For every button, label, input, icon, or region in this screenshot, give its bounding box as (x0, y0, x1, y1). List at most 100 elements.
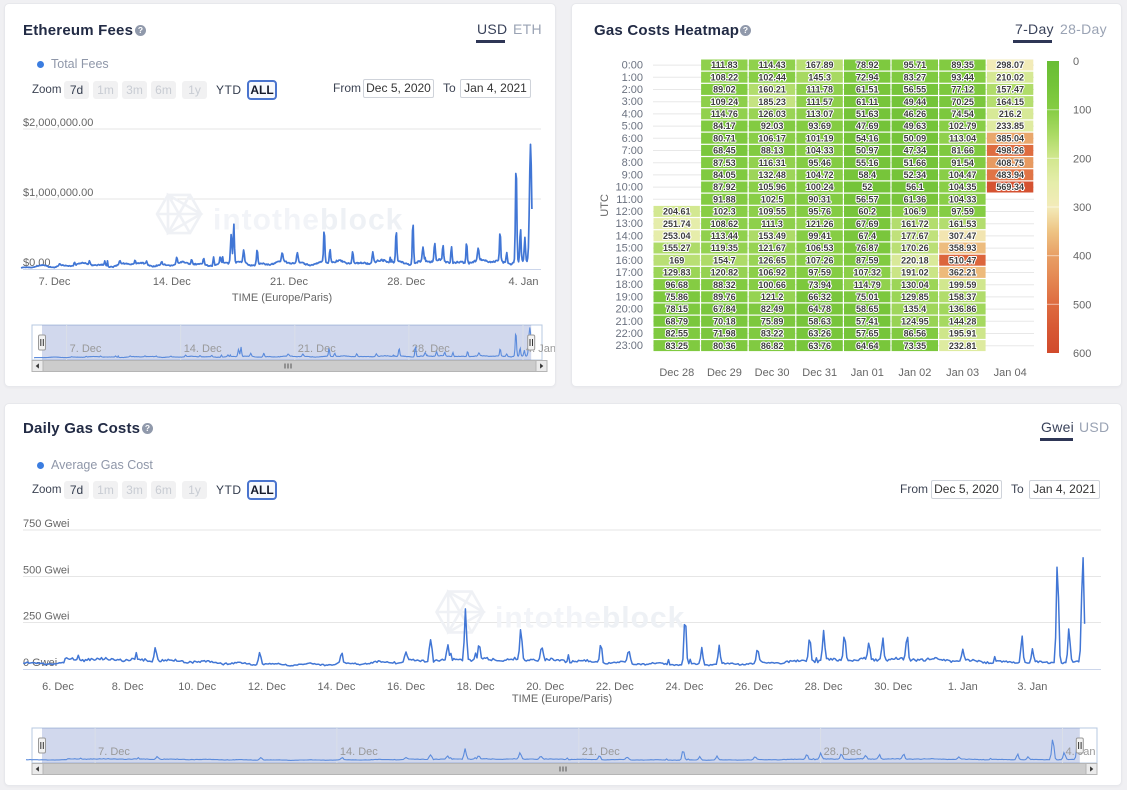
svg-text:58.4: 58.4 (859, 170, 877, 180)
svg-text:191.02: 191.02 (901, 268, 929, 278)
svg-text:82.55: 82.55 (666, 329, 689, 339)
svg-text:1. Jan: 1. Jan (948, 681, 978, 693)
svg-text:30. Dec: 30. Dec (874, 681, 912, 693)
svg-text:1:00: 1:00 (622, 72, 643, 84)
svg-text:73.94: 73.94 (808, 280, 831, 290)
svg-text:63.26: 63.26 (808, 329, 831, 339)
svg-text:61.36: 61.36 (904, 194, 927, 204)
svg-text:71.98: 71.98 (713, 329, 736, 339)
svg-text:7. Dec: 7. Dec (70, 343, 102, 355)
svg-text:124.95: 124.95 (901, 316, 929, 326)
svg-text:47.34: 47.34 (904, 146, 927, 156)
svg-text:114.76: 114.76 (711, 109, 738, 119)
svg-text:97.59: 97.59 (951, 207, 974, 217)
svg-text:18. Dec: 18. Dec (457, 681, 495, 693)
svg-text:16. Dec: 16. Dec (387, 681, 425, 693)
svg-text:54.16: 54.16 (856, 133, 879, 143)
svg-text:86.82: 86.82 (761, 341, 784, 351)
svg-text:154.7: 154.7 (713, 255, 736, 265)
svg-text:4. Jan: 4. Jan (509, 276, 539, 288)
svg-text:106.92: 106.92 (758, 268, 786, 278)
svg-text:20:00: 20:00 (615, 304, 643, 316)
svg-text:75.86: 75.86 (666, 292, 689, 302)
svg-text:56.57: 56.57 (856, 194, 879, 204)
svg-text:intotheblock: intotheblock (495, 602, 685, 635)
svg-text:89.02: 89.02 (713, 85, 736, 95)
svg-text:0:00: 0:00 (622, 60, 643, 72)
svg-text:14. Dec: 14. Dec (153, 276, 191, 288)
svg-text:116.31: 116.31 (759, 158, 786, 168)
svg-text:67.84: 67.84 (713, 304, 736, 314)
svg-text:68.79: 68.79 (666, 316, 689, 326)
svg-text:56.1: 56.1 (906, 182, 924, 192)
svg-text:0: 0 (1073, 56, 1079, 68)
svg-text:6. Dec: 6. Dec (42, 681, 74, 693)
svg-text:58.63: 58.63 (808, 316, 831, 326)
svg-text:72.94: 72.94 (856, 72, 879, 82)
svg-text:126.65: 126.65 (758, 255, 786, 265)
svg-text:129.83: 129.83 (663, 268, 691, 278)
svg-text:UTC: UTC (599, 194, 611, 217)
svg-text:28. Dec: 28. Dec (824, 746, 862, 758)
svg-text:49.63: 49.63 (904, 121, 927, 131)
svg-text:78.92: 78.92 (856, 60, 879, 70)
svg-text:56.55: 56.55 (904, 85, 927, 95)
svg-text:12. Dec: 12. Dec (248, 681, 286, 693)
svg-text:21:00: 21:00 (615, 316, 643, 328)
svg-text:600: 600 (1073, 348, 1091, 360)
svg-text:119.35: 119.35 (711, 243, 738, 253)
svg-text:109.24: 109.24 (711, 97, 739, 107)
svg-text:58.65: 58.65 (856, 304, 879, 314)
svg-text:49.44: 49.44 (904, 97, 927, 107)
svg-text:8:00: 8:00 (622, 157, 643, 169)
svg-text:510.47: 510.47 (949, 255, 977, 265)
svg-text:73.35: 73.35 (904, 341, 927, 351)
svg-text:107.26: 107.26 (806, 255, 834, 265)
svg-text:14. Dec: 14. Dec (340, 746, 378, 758)
svg-text:104.72: 104.72 (806, 170, 834, 180)
svg-text:144.28: 144.28 (949, 316, 977, 326)
svg-text:Dec 29: Dec 29 (707, 367, 742, 379)
svg-text:220.18: 220.18 (901, 255, 929, 265)
svg-text:195.91: 195.91 (949, 329, 977, 339)
svg-text:10. Dec: 10. Dec (178, 681, 216, 693)
svg-text:intotheblock: intotheblock (213, 204, 403, 237)
svg-text:483.94: 483.94 (996, 170, 1024, 180)
svg-text:161.53: 161.53 (949, 219, 977, 229)
svg-text:Jan 03: Jan 03 (946, 367, 979, 379)
svg-text:253.04: 253.04 (663, 231, 691, 241)
svg-text:52.34: 52.34 (904, 170, 927, 180)
svg-text:111.3: 111.3 (761, 219, 783, 229)
svg-text:Dec 31: Dec 31 (802, 367, 837, 379)
svg-text:164.15: 164.15 (996, 97, 1024, 107)
svg-text:Jan 02: Jan 02 (898, 367, 931, 379)
svg-text:157.47: 157.47 (996, 85, 1024, 95)
svg-text:5:00: 5:00 (622, 121, 643, 133)
svg-text:121.26: 121.26 (806, 219, 834, 229)
svg-text:114.79: 114.79 (854, 280, 881, 290)
svg-text:100.24: 100.24 (806, 182, 834, 192)
svg-text:84.17: 84.17 (713, 121, 736, 131)
svg-text:60.2: 60.2 (859, 207, 877, 217)
svg-text:111.83: 111.83 (711, 60, 738, 70)
svg-text:500 Gwei: 500 Gwei (23, 564, 69, 576)
svg-text:90.31: 90.31 (808, 194, 831, 204)
svg-text:102.3: 102.3 (713, 207, 736, 217)
svg-text:67.69: 67.69 (856, 219, 879, 229)
svg-text:89.35: 89.35 (951, 60, 974, 70)
svg-text:113.44: 113.44 (711, 231, 738, 241)
svg-text:104.35: 104.35 (949, 182, 977, 192)
svg-text:21. Dec: 21. Dec (270, 276, 308, 288)
svg-text:Dec 28: Dec 28 (659, 367, 694, 379)
svg-text:232.81: 232.81 (949, 341, 977, 351)
svg-text:200: 200 (1073, 153, 1091, 165)
svg-text:23:00: 23:00 (615, 340, 643, 352)
svg-text:153.49: 153.49 (758, 231, 786, 241)
svg-text:160.21: 160.21 (758, 85, 786, 95)
svg-text:46.26: 46.26 (904, 109, 927, 119)
svg-text:169: 169 (669, 255, 684, 265)
svg-text:99.41: 99.41 (808, 231, 831, 241)
svg-text:111.57: 111.57 (806, 97, 833, 107)
svg-text:307.47: 307.47 (949, 231, 977, 241)
svg-text:74.54: 74.54 (951, 109, 974, 119)
